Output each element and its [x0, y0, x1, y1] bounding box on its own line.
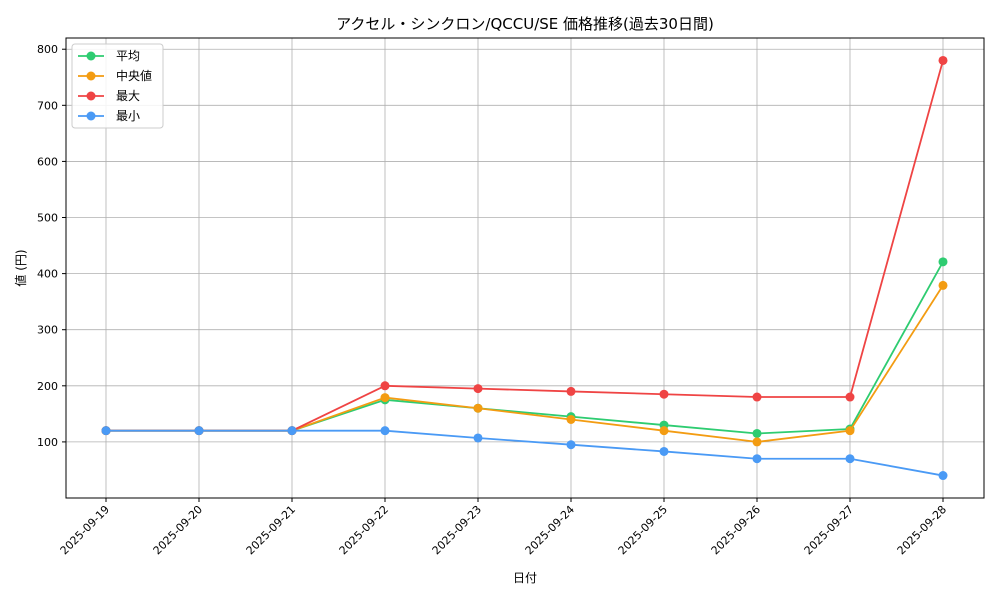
data-point [473, 403, 483, 413]
legend-swatch-marker [86, 111, 96, 121]
data-point [845, 426, 855, 436]
y-tick-label: 700 [37, 99, 58, 112]
data-point [566, 414, 576, 424]
legend-label: 平均 [116, 49, 140, 63]
data-point [659, 446, 669, 456]
series-line [106, 284, 944, 443]
data-point [566, 440, 576, 450]
plot-area-frame [65, 37, 985, 499]
series-最大 [101, 55, 948, 436]
y-tick-label: 200 [37, 380, 58, 393]
series-layer [101, 55, 948, 481]
data-point [566, 386, 576, 396]
data-point [752, 437, 762, 447]
y-tick-label: 600 [37, 155, 58, 168]
y-tick-label: 400 [37, 268, 58, 281]
x-tick-label: 2025-09-28 [895, 503, 949, 557]
series-平均 [101, 257, 948, 438]
x-tick-label: 2025-09-27 [802, 503, 856, 557]
data-point [659, 426, 669, 436]
data-point [845, 454, 855, 464]
data-point [938, 280, 948, 290]
series-line [106, 261, 944, 435]
y-axis-label: 値 (円) [13, 249, 28, 286]
data-point [938, 55, 948, 65]
x-axis-ticks: 2025-09-19 2025-09-20 2025-09-21 2025-09-22… [58, 498, 949, 557]
data-point [380, 393, 390, 403]
legend-label: 最小 [116, 109, 140, 123]
chart-title: アクセル・シンクロン/QCCU/SE 価格推移(過去30日間) [336, 15, 714, 33]
data-point [287, 426, 297, 436]
series-中央値 [101, 280, 948, 447]
data-point [752, 428, 762, 438]
y-tick-label: 500 [37, 212, 58, 225]
x-tick-label: 2025-09-21 [244, 503, 298, 557]
x-tick-label: 2025-09-19 [58, 503, 112, 557]
data-point [473, 384, 483, 394]
x-tick-label: 2025-09-20 [151, 503, 205, 557]
x-tick-label: 2025-09-22 [337, 503, 391, 557]
legend-frame [71, 43, 164, 129]
legend-swatch-marker [86, 71, 96, 81]
legend-swatch-marker [86, 91, 96, 101]
legend-label: 中央値 [116, 68, 152, 83]
data-point [938, 257, 948, 267]
legend-entry: 平均 [78, 49, 140, 63]
data-point [473, 433, 483, 443]
x-tick-label: 2025-09-24 [523, 503, 577, 557]
series-最小 [101, 426, 948, 481]
y-tick-label: 300 [37, 324, 58, 337]
data-point [659, 389, 669, 399]
data-point [752, 454, 762, 464]
legend-swatch-marker [86, 51, 96, 61]
x-tick-label: 2025-09-23 [430, 503, 484, 557]
data-point [845, 392, 855, 402]
data-point [380, 426, 390, 436]
x-tick-label: 2025-09-25 [616, 503, 670, 557]
data-point [194, 426, 204, 436]
legend-entry: 最大 [78, 89, 140, 103]
data-point [101, 426, 111, 436]
x-tick-label: 2025-09-26 [709, 503, 763, 557]
data-point [752, 392, 762, 402]
x-axis-label: 日付 [513, 571, 537, 585]
data-point [938, 471, 948, 481]
legend-entry: 中央値 [78, 68, 152, 83]
y-tick-label: 100 [37, 436, 58, 449]
legend-label: 最大 [116, 89, 140, 103]
legend-entry: 最小 [78, 109, 140, 123]
series-line [106, 60, 944, 432]
data-point [380, 381, 390, 391]
y-axis-ticks: 100 200 300 400 500 600 700 800 [37, 43, 66, 449]
y-tick-label: 800 [37, 43, 58, 56]
series-line [106, 429, 944, 477]
